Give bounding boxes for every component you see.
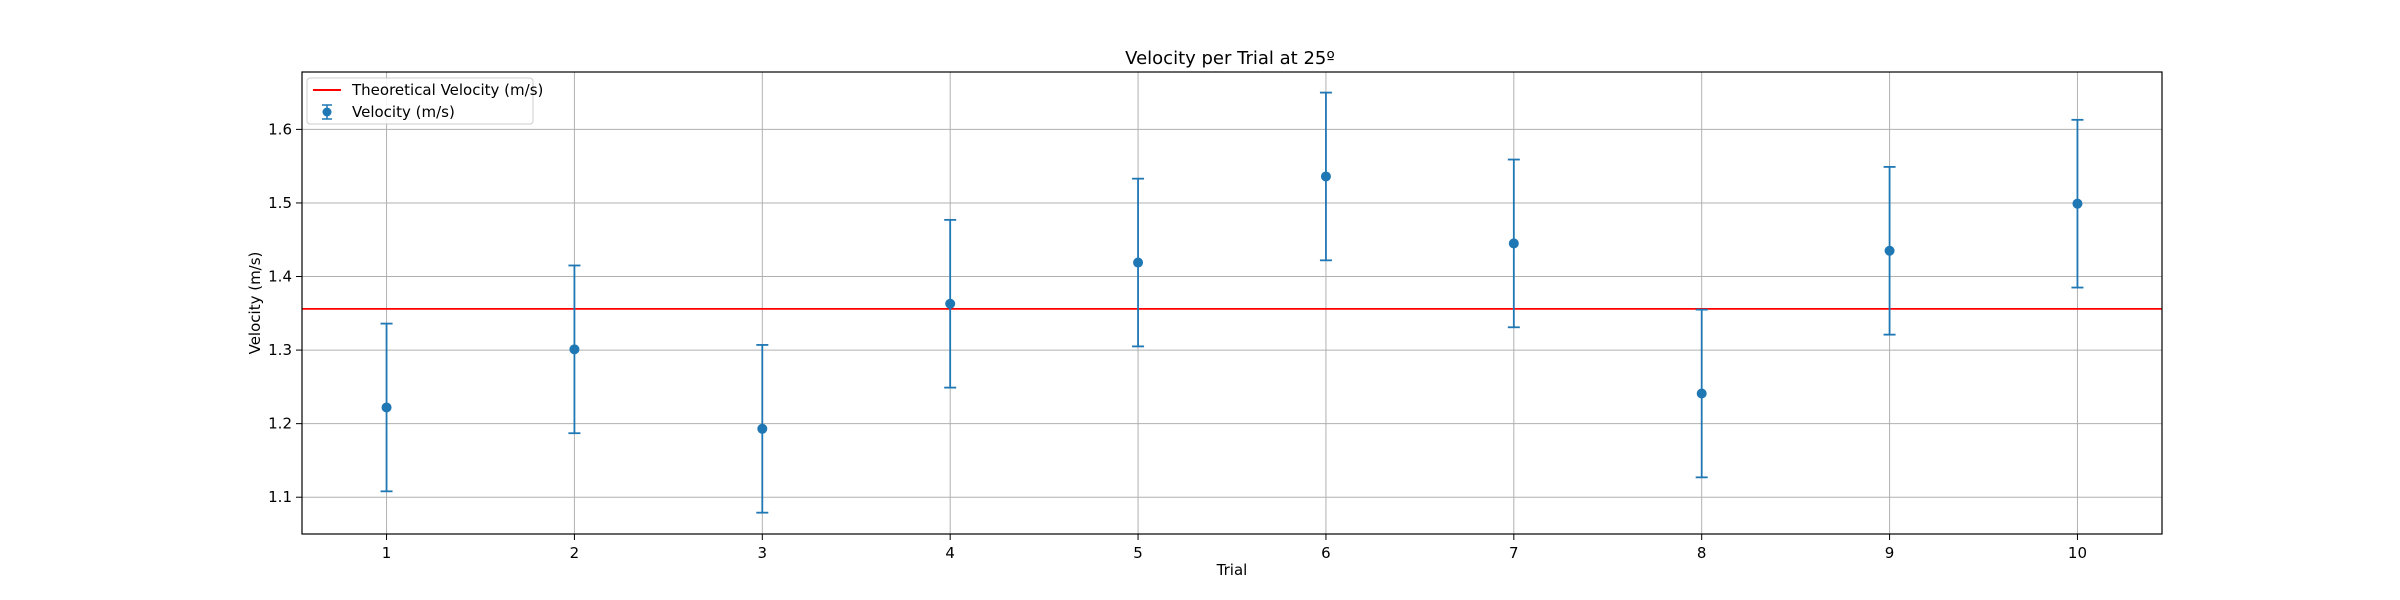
data-point: [1884, 245, 1895, 256]
x-tick-label: 6: [1321, 544, 1331, 562]
x-tick-label: 3: [758, 544, 768, 562]
plot-frame: [301, 71, 2163, 535]
chart-title: Velocity per Trial at 25º: [1125, 48, 1335, 69]
y-tick-label: 1.6: [268, 120, 292, 138]
y-tick-label: 1.5: [268, 194, 292, 212]
legend-errorbar-icon: [322, 104, 332, 120]
x-tick-label: 7: [1509, 544, 1519, 562]
legend-label-theoretical: Theoretical Velocity (m/s): [351, 81, 543, 99]
grid: [302, 72, 2162, 534]
data-point: [381, 402, 392, 413]
legend-box: [306, 77, 534, 125]
y-tick-label: 1.3: [268, 341, 292, 359]
data-point: [945, 298, 956, 309]
x-tick-label: 2: [570, 544, 580, 562]
data-point: [569, 344, 580, 355]
legend-label-velocity: Velocity (m/s): [352, 103, 455, 121]
legend: Theoretical Velocity (m/s) Velocity (m/s…: [306, 77, 543, 125]
data-point: [1133, 257, 1144, 268]
x-tick-label: 4: [945, 544, 955, 562]
x-tick-label: 10: [2068, 544, 2087, 562]
x-tick-label: 5: [1133, 544, 1143, 562]
data-point: [1320, 171, 1331, 182]
x-tick-label: 9: [1885, 544, 1895, 562]
y-tick-label: 1.1: [268, 488, 292, 506]
x-tick-label: 8: [1697, 544, 1707, 562]
y-axis: 1.1 1.2 1.3 1.4 1.5 1.6: [268, 120, 302, 506]
data-point: [1508, 238, 1519, 249]
x-tick-label: 1: [382, 544, 392, 562]
y-axis-label: Velocity (m/s): [246, 252, 264, 355]
y-tick-label: 1.2: [268, 415, 292, 433]
x-axis: 1 2 3 4 5 6 7 8 9 10: [382, 534, 2087, 562]
data-marks: [380, 91, 2084, 514]
y-tick-label: 1.4: [268, 268, 292, 286]
data-point: [1696, 388, 1707, 399]
x-axis-label: Trial: [1216, 561, 1248, 579]
data-point: [757, 423, 768, 434]
data-point: [2072, 198, 2083, 209]
